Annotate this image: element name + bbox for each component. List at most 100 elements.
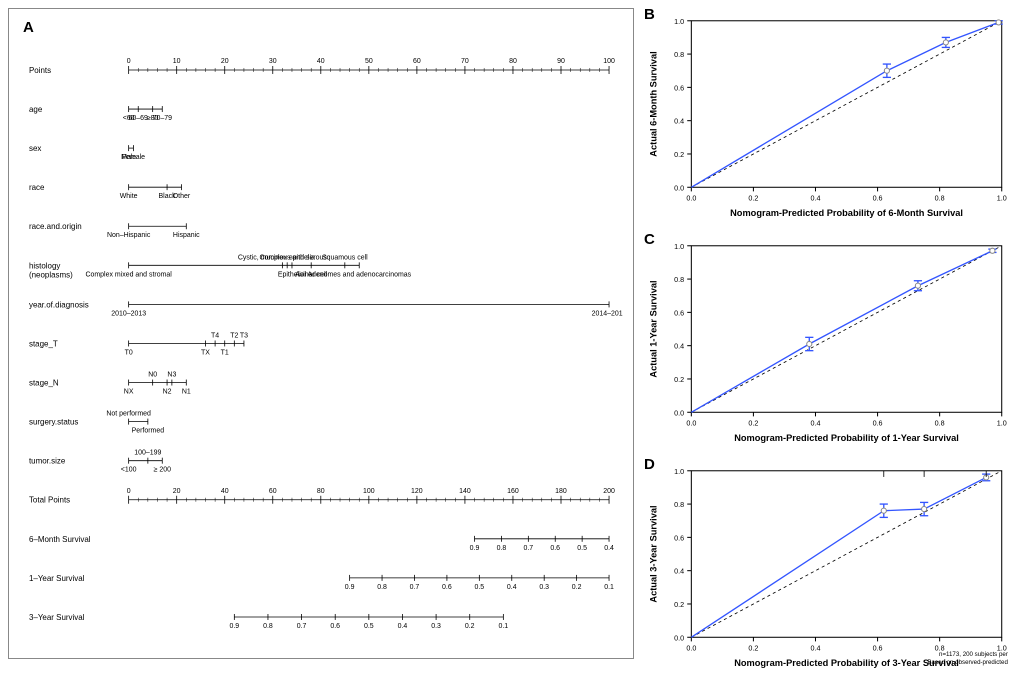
svg-text:0.4: 0.4	[810, 418, 820, 427]
svg-text:N3: N3	[167, 372, 176, 379]
svg-text:0.6: 0.6	[550, 545, 560, 552]
svg-text:1–Year Survival: 1–Year Survival	[29, 574, 85, 583]
svg-text:0.8: 0.8	[935, 418, 945, 427]
svg-text:<100: <100	[121, 467, 137, 474]
svg-text:100: 100	[363, 488, 375, 495]
svg-text:0.8: 0.8	[935, 194, 945, 203]
panel-c: C 0.00.00.20.20.40.40.60.60.80.81.01.0No…	[642, 233, 1012, 452]
svg-text:0.2: 0.2	[748, 194, 758, 203]
svg-text:0.5: 0.5	[474, 584, 484, 591]
svg-text:Nomogram-Predicted Probability: Nomogram-Predicted Probability of 6-Mont…	[730, 208, 963, 218]
svg-text:Actual 3-Year Survival: Actual 3-Year Survival	[648, 505, 658, 602]
svg-text:0.0: 0.0	[674, 183, 684, 192]
nomogram-chart: Points0102030405060708090100age<6060–69≥…	[19, 17, 623, 650]
svg-text:0.8: 0.8	[674, 500, 684, 509]
svg-text:80: 80	[317, 488, 325, 495]
svg-text:Nomogram-Predicted Probability: Nomogram-Predicted Probability of 1-Year…	[734, 433, 959, 443]
svg-text:0.2: 0.2	[465, 623, 475, 630]
svg-text:NX: NX	[124, 389, 134, 396]
svg-text:140: 140	[459, 488, 471, 495]
svg-text:Performed: Performed	[132, 428, 165, 435]
svg-text:160: 160	[507, 488, 519, 495]
svg-text:0.9: 0.9	[470, 545, 480, 552]
svg-text:T3: T3	[240, 332, 248, 339]
panel-d: D 0.00.00.20.20.40.40.60.60.80.81.01.0No…	[642, 458, 1012, 677]
svg-text:0.2: 0.2	[748, 643, 758, 652]
svg-text:0.7: 0.7	[297, 623, 307, 630]
svg-text:Complex mixed and stromal: Complex mixed and stromal	[85, 271, 172, 278]
svg-text:0.4: 0.4	[507, 584, 517, 591]
svg-text:0.3: 0.3	[431, 623, 441, 630]
svg-text:surgery.status: surgery.status	[29, 418, 78, 427]
svg-text:6–Month Survival: 6–Month Survival	[29, 535, 91, 544]
svg-text:0.5: 0.5	[364, 623, 374, 630]
svg-text:Squamous cell: Squamous cell	[322, 254, 368, 261]
svg-text:50: 50	[365, 58, 373, 65]
svg-text:sex: sex	[29, 144, 41, 153]
svg-text:0.6: 0.6	[873, 643, 883, 652]
svg-text:60: 60	[413, 58, 421, 65]
svg-text:0.2: 0.2	[674, 375, 684, 384]
svg-text:Not performed: Not performed	[106, 411, 151, 418]
svg-text:0.8: 0.8	[674, 275, 684, 284]
svg-text:120: 120	[411, 488, 423, 495]
panel-b: B 0.00.00.20.20.40.40.60.60.80.81.01.0No…	[642, 8, 1012, 227]
svg-text:stage_N: stage_N	[29, 379, 59, 388]
panel-a-nomogram: A Points0102030405060708090100age<6060–6…	[8, 8, 634, 659]
svg-text:N1: N1	[182, 389, 191, 396]
svg-text:Male: Male	[121, 154, 136, 161]
svg-text:Non–Hispanic: Non–Hispanic	[107, 232, 151, 239]
svg-text:0.3: 0.3	[539, 584, 549, 591]
svg-text:0.2: 0.2	[674, 150, 684, 159]
svg-text:≥ 200: ≥ 200	[154, 467, 172, 474]
svg-text:0.8: 0.8	[263, 623, 273, 630]
svg-text:Based on observed-predicted: Based on observed-predicted	[927, 659, 1008, 666]
svg-text:age: age	[29, 105, 43, 114]
svg-text:40: 40	[317, 58, 325, 65]
svg-text:0.0: 0.0	[686, 194, 696, 203]
svg-text:Nomogram-Predicted Probability: Nomogram-Predicted Probability of 3-Year…	[734, 658, 959, 668]
svg-text:0.5: 0.5	[577, 545, 587, 552]
svg-text:0.4: 0.4	[604, 545, 614, 552]
svg-text:0.9: 0.9	[345, 584, 355, 591]
svg-text:1.0: 1.0	[997, 194, 1007, 203]
svg-text:TX: TX	[201, 349, 210, 356]
svg-text:70: 70	[461, 58, 469, 65]
svg-text:0.6: 0.6	[873, 194, 883, 203]
svg-text:0.0: 0.0	[674, 408, 684, 417]
svg-text:30: 30	[269, 58, 277, 65]
svg-text:20: 20	[173, 488, 181, 495]
panel-label-d: D	[644, 456, 655, 473]
svg-text:Cystic, mucinous and serous: Cystic, mucinous and serous	[238, 254, 328, 261]
svg-text:0.2: 0.2	[674, 600, 684, 609]
svg-text:0: 0	[127, 58, 131, 65]
svg-text:T2: T2	[230, 332, 238, 339]
svg-text:1.0: 1.0	[674, 242, 684, 251]
svg-text:0.0: 0.0	[686, 418, 696, 427]
svg-text:Total Points: Total Points	[29, 496, 70, 505]
svg-text:0.2: 0.2	[572, 584, 582, 591]
svg-text:40: 40	[221, 488, 229, 495]
svg-text:Hispanic: Hispanic	[173, 232, 200, 239]
svg-text:180: 180	[555, 488, 567, 495]
svg-text:0.8: 0.8	[674, 50, 684, 59]
svg-text:0.1: 0.1	[499, 623, 509, 630]
svg-text:Actual 1-Year Survival: Actual 1-Year Survival	[648, 280, 658, 377]
calibration-column: B 0.00.00.20.20.40.40.60.60.80.81.01.0No…	[642, 8, 1012, 659]
svg-text:T0: T0	[125, 349, 133, 356]
svg-text:0.1: 0.1	[604, 584, 614, 591]
svg-text:2010–2013: 2010–2013	[111, 310, 146, 317]
svg-text:1.0: 1.0	[674, 17, 684, 26]
svg-text:20: 20	[221, 58, 229, 65]
svg-text:race.and.origin: race.and.origin	[29, 222, 82, 231]
svg-text:Adenomes and adenocarcinomas: Adenomes and adenocarcinomas	[307, 271, 411, 278]
svg-text:10: 10	[173, 58, 181, 65]
svg-text:N2: N2	[163, 389, 172, 396]
svg-text:100: 100	[603, 58, 615, 65]
svg-text:0.7: 0.7	[523, 545, 533, 552]
svg-text:0.4: 0.4	[810, 194, 820, 203]
svg-text:1.0: 1.0	[997, 418, 1007, 427]
svg-text:0.6: 0.6	[330, 623, 340, 630]
svg-text:0.4: 0.4	[398, 623, 408, 630]
svg-text:0.6: 0.6	[674, 533, 684, 542]
